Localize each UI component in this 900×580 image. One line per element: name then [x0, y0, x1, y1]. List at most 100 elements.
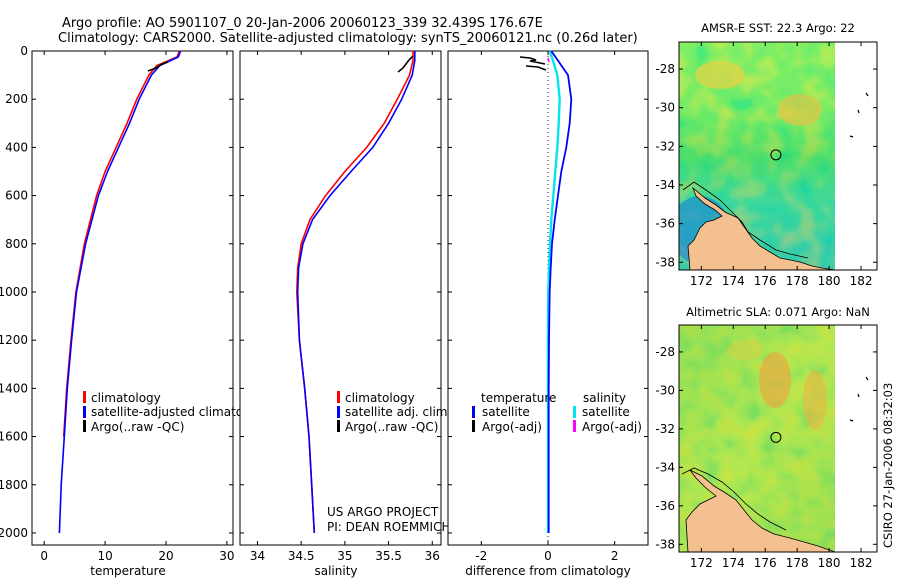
- map-x-tick-label: 182: [850, 274, 873, 288]
- x-tick-label: 35.5: [375, 549, 402, 563]
- sst-map-panel: AMSR-E SST: 22.3 Argo: 22 172 174 176 178 18…: [655, 21, 878, 288]
- salinity-satellite-line: [296, 51, 416, 534]
- salinity-argo-marks: [397, 55, 414, 73]
- map-y-tick-label: -36: [655, 499, 675, 513]
- y-tick-label: 800: [5, 237, 28, 251]
- map-x-tick-label: 174: [722, 556, 745, 570]
- y-tick-label: 1600: [0, 430, 28, 444]
- temperature-panel: 0 200 400 600 800 1000 1200 1400 1600 1800 2000 0 1…: [0, 44, 269, 578]
- sla-map-islands: [849, 376, 869, 422]
- sla-argo-marker: [770, 431, 782, 443]
- x-tick-label: 36: [425, 549, 440, 563]
- temperature-difference-satellite-line: [547, 50, 573, 533]
- map-y-tick-label: -30: [655, 101, 675, 115]
- temperature-legend: climatology satellite-adjusted climatolo…: [83, 391, 269, 434]
- sla-map-title: Altimetric SLA: 0.071 Argo: NaN: [686, 305, 870, 319]
- temperature-argo-marks: [147, 61, 169, 72]
- legend-label-salinity-satellite: satellite: [582, 405, 630, 419]
- difference-legend: temperature satellite Argo(-adj) salinit…: [472, 391, 642, 434]
- salinity-panel: 34 34.5 35 35.5 36 salinity climatology sate…: [239, 50, 451, 578]
- map-y-tick-label: -28: [655, 62, 675, 76]
- legend-swatch-satellite: [337, 406, 340, 418]
- map-y-tick-label: -38: [655, 255, 675, 269]
- legend-title-temperature: temperature: [481, 391, 556, 405]
- sla-map-axes: [678, 324, 878, 553]
- map-x-tick-label: 178: [786, 274, 809, 288]
- csiro-timestamp: CSIRO 27-Jan-2006 08:32:03: [881, 383, 895, 548]
- new-zealand-land: [685, 469, 835, 552]
- legend-title-salinity: salinity: [583, 391, 626, 405]
- salinity-legend: climatology satellite adj. clim. Argo(..…: [337, 391, 451, 434]
- y-tick-label: 1400: [0, 381, 28, 395]
- map-x-tick-label: 176: [754, 556, 777, 570]
- legend-swatch-temperature-satellite: [472, 406, 475, 418]
- legend-label-climatology: climatology: [345, 391, 415, 405]
- credit-line1: US ARGO PROJECT: [327, 505, 439, 519]
- map-y-tick-label: -32: [655, 139, 675, 153]
- figure-title-line1: Argo profile: AO 5901107_0 20-Jan-2006 2…: [62, 16, 543, 31]
- x-tick-label: 34.5: [288, 549, 315, 563]
- x-tick-label: 0: [544, 549, 552, 563]
- map-y-tick-label: -30: [655, 383, 675, 397]
- sst-map-islands: [849, 92, 869, 138]
- y-tick-label: 200: [5, 92, 28, 106]
- map-y-tick-label: -34: [655, 460, 675, 474]
- x-tick-label: 30: [219, 549, 234, 563]
- map-x-tick-label: 172: [690, 556, 713, 570]
- y-tick-label: 1200: [0, 333, 28, 347]
- legend-label-climatology: climatology: [91, 391, 161, 405]
- map-x-tick-label: 180: [818, 274, 841, 288]
- map-y-tick-label: -36: [655, 217, 675, 231]
- x-tick-label: 2: [611, 549, 619, 563]
- x-tick-label: 10: [97, 549, 112, 563]
- figure-title-line2: Climatology: CARS2000. Satellite-adjuste…: [58, 31, 638, 46]
- map-x-tick-label: 174: [722, 274, 745, 288]
- legend-label-salinity-argo: Argo(-adj): [582, 420, 642, 434]
- sst-argo-marker: [770, 149, 782, 161]
- x-tick-label: -2: [475, 549, 487, 563]
- coastline-outline: [681, 467, 787, 531]
- y-tick-label: 2000: [0, 526, 28, 540]
- x-tick-label: 35: [337, 549, 352, 563]
- difference-argo-marks: [519, 56, 550, 71]
- map-x-tick-label: 178: [786, 556, 809, 570]
- y-tick-label: 0: [20, 44, 28, 58]
- map-y-tick-label: -34: [655, 178, 675, 192]
- salinity-axes: [239, 50, 442, 546]
- map-y-tick-label: -28: [655, 345, 675, 359]
- legend-swatch-salinity-argo: [573, 420, 576, 432]
- legend-label-satellite: satellite-adjusted climatology: [91, 405, 269, 419]
- temperature-axes: [31, 50, 234, 546]
- y-tick-label: 1000: [0, 285, 28, 299]
- coastline-outline: [682, 181, 809, 259]
- legend-label-temperature-satellite: satellite: [482, 405, 530, 419]
- legend-label-satellite: satellite adj. clim.: [345, 405, 451, 419]
- legend-swatch-climatology: [83, 391, 86, 403]
- legend-label-temperature-argo: Argo(-adj): [482, 420, 542, 434]
- map-y-tick-label: -38: [655, 537, 675, 551]
- map-x-tick-label: 176: [754, 274, 777, 288]
- legend-label-argo: Argo(..raw -QC): [345, 420, 438, 434]
- map-y-tick-label: -32: [655, 422, 675, 436]
- sla-map-field: [679, 325, 835, 552]
- y-tick-label: 1800: [0, 478, 28, 492]
- map-x-tick-label: 180: [818, 556, 841, 570]
- legend-swatch-argo: [83, 420, 86, 432]
- legend-label-argo: Argo(..raw -QC): [91, 420, 184, 434]
- temperature-xlabel: temperature: [90, 564, 165, 578]
- legend-swatch-temperature-argo: [472, 420, 475, 432]
- x-tick-label: 20: [158, 549, 173, 563]
- difference-panel: -2 0 2 difference from climatology tempera…: [447, 50, 649, 578]
- sla-map-panel: Altimetric SLA: 0.071 Argo: NaN 172 174 17…: [655, 305, 878, 570]
- x-tick-label: 0: [40, 549, 48, 563]
- temperature-satellite-line: [58, 50, 182, 534]
- legend-swatch-argo: [337, 420, 340, 432]
- legend-swatch-salinity-satellite: [573, 406, 576, 418]
- x-tick-label: 34: [250, 549, 265, 563]
- credit-line2: PI: DEAN ROEMMICH: [327, 520, 450, 534]
- legend-swatch-satellite: [83, 406, 86, 418]
- sst-map-title: AMSR-E SST: 22.3 Argo: 22: [701, 21, 855, 35]
- legend-swatch-climatology: [337, 391, 340, 403]
- y-tick-label: 400: [5, 140, 28, 154]
